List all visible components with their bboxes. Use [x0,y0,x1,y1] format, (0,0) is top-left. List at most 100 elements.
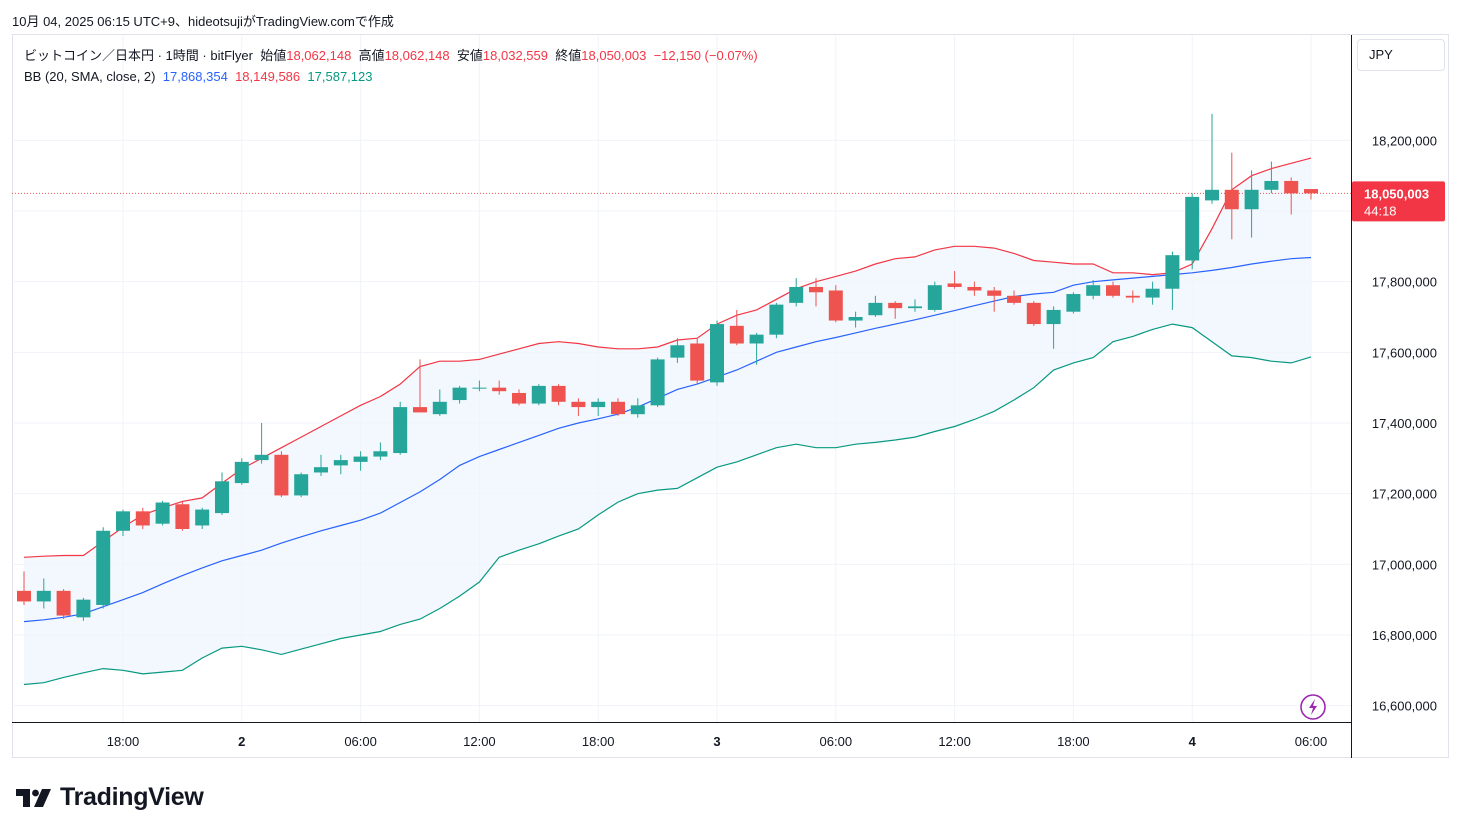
candle [1106,281,1120,298]
candle [1185,193,1200,270]
candle-body [531,385,546,404]
legend-open-label: 始値 [260,48,287,63]
candle-body [888,302,903,309]
legend-bb-row: BB (20, SMA, close, 2) 17,868,354 18,149… [24,66,758,87]
candle [195,507,210,529]
candle-body [729,325,744,344]
candle [314,454,328,476]
candle [135,507,150,529]
candle [432,389,447,416]
candle [789,278,804,307]
candle [36,578,51,609]
candle [729,309,744,346]
legend-bb-basis: 17,868,354 [162,69,228,84]
legend-open: 18,062,148 [286,48,352,63]
bollinger-bands [23,157,1312,686]
legend-low-label: 安値 [456,48,483,63]
snapshot-caption: 10月 04, 2025 06:15 UTC+9、hideotsujiがTrad… [12,14,394,29]
candle [492,380,507,395]
candle-body [393,407,408,454]
candle [571,398,586,416]
tradingview-logo-icon [16,788,51,807]
y-tick-label: 17,000,000 [1372,557,1437,572]
x-tick-label: 06:00 [344,734,377,749]
candle-body [690,343,705,381]
price-badge-box [1352,181,1445,222]
candle-body [1205,189,1219,201]
candle-body [1264,180,1279,190]
candle-body [1066,294,1081,312]
legend-close-label: 終値 [555,48,582,63]
candle-body [710,324,724,383]
candle-body [1046,309,1061,325]
candle [908,299,922,312]
candle-body [848,317,863,321]
candle-body [116,511,130,531]
legend-high: 18,062,148 [384,48,450,63]
candle-body [175,504,190,529]
candles[interactable] [12,113,1351,621]
candle-body [432,401,447,415]
y-tick-label: 16,800,000 [1372,628,1437,643]
candle-body [1125,295,1140,298]
candle [1224,152,1239,240]
candle-body [828,290,843,321]
legend-high-label: 高値 [358,48,385,63]
candle [828,285,843,323]
bb-lower-line [23,323,1312,686]
candle-body [927,285,942,310]
candle-body [234,461,249,484]
candle [56,589,71,620]
candle [710,320,724,386]
candle [353,451,368,471]
candle-body [413,407,427,413]
x-tick-label: 12:00 [463,734,496,749]
legend-bb-lower: 17,587,123 [307,69,373,84]
candle-body [492,387,507,392]
candle [452,385,467,404]
candle [690,338,705,385]
candle-body [36,590,51,602]
x-tick-label: 18:00 [582,734,615,749]
candle-body [670,345,685,358]
candle-body [1106,285,1120,296]
candle [1264,161,1279,194]
candle-body [868,302,883,316]
candle-body [294,474,309,496]
candle-body [769,304,784,335]
tradingview-logo-text: TradingView [60,783,204,811]
candle-body [314,467,328,473]
tradingview-logo[interactable]: TradingView [16,783,204,812]
candle-body [195,509,210,526]
legend-bb-label[interactable]: BB (20, SMA, close, 2) [24,69,156,84]
candle-body [274,454,289,496]
x-tick-label: 06:00 [820,734,853,749]
legend-low: 18,032,559 [482,48,548,63]
candle [234,458,249,485]
candle [868,295,883,317]
candle [611,398,625,416]
candle [1165,251,1180,310]
candle [1086,279,1101,300]
candle [175,500,190,531]
lightning-icon[interactable] [1300,694,1326,720]
x-tick-label: 06:00 [1295,734,1328,749]
candle-body [1185,196,1200,261]
candle-body [17,590,31,602]
bb-band-fill [24,158,1311,685]
candle-body [1284,180,1299,194]
legend-symbol[interactable]: ビットコイン／日本円 · 1時間 · bitFlyer [24,48,253,63]
candle [274,451,289,498]
legend-close: 18,050,003 [581,48,647,63]
candle [1046,306,1061,349]
candle-body [1224,189,1239,210]
y-tick-label: 17,600,000 [1372,345,1437,360]
candle [967,281,982,296]
last-price-badge: 18,050,003 44:18 [1352,181,1445,222]
candle-body [215,481,229,514]
candle [1007,290,1021,305]
price-badge-countdown: 44:18 [1364,203,1397,218]
currency-button[interactable]: JPY [1357,39,1445,71]
price-badge-value: 18,050,003 [1364,186,1429,201]
